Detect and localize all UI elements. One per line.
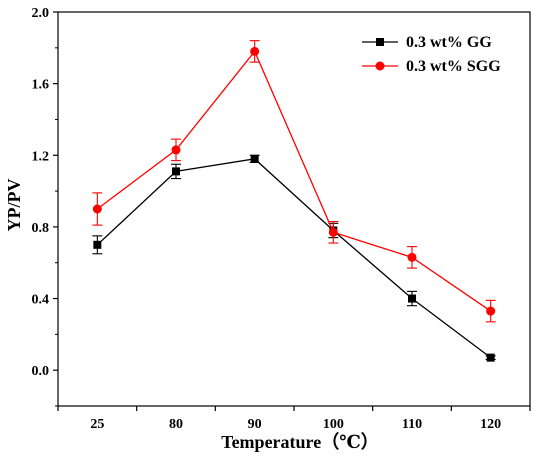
data-point <box>93 240 102 249</box>
data-point <box>171 145 181 155</box>
y-tick-label: 0.0 <box>32 364 50 379</box>
x-tick-label: 110 <box>402 417 422 432</box>
x-tick-label: 90 <box>248 417 262 432</box>
series-1 <box>92 154 496 362</box>
series-line <box>96 158 492 359</box>
legend: 0.3 wt% GG 0.3 wt% SGG <box>362 34 501 75</box>
series-2 <box>92 40 496 323</box>
y-tick-label: 2.0 <box>32 6 50 21</box>
data-point <box>92 204 102 214</box>
series-line <box>96 50 492 312</box>
data-point <box>486 353 495 362</box>
data-point <box>250 154 259 163</box>
data-point <box>486 306 496 316</box>
data-point <box>408 294 416 303</box>
data-point <box>172 167 180 176</box>
x-ticks-group: 25 80 90 100 110 120 <box>57 406 531 432</box>
x-tick-label: 120 <box>480 417 501 432</box>
y-tick-label: 0.4 <box>32 293 50 308</box>
legend-label: 0.3 wt% SGG <box>406 58 501 75</box>
data-point <box>250 46 260 56</box>
x-tick-label: 100 <box>323 417 344 432</box>
y-ticks-group: 0.0 0.4 0.8 1.2 1.6 2.0 <box>32 6 58 407</box>
data-point <box>328 227 338 237</box>
y-tick-label: 1.2 <box>32 149 50 164</box>
y-axis-title: YP/PV <box>4 179 24 232</box>
x-tick-label: 80 <box>169 417 183 432</box>
data-point <box>407 252 417 262</box>
y-tick-label: 1.6 <box>32 78 50 93</box>
series-layer <box>92 40 496 362</box>
legend-marker <box>375 61 385 71</box>
legend-label: 0.3 wt% GG <box>406 34 492 51</box>
legend-marker <box>376 38 384 46</box>
y-tick-label: 0.8 <box>32 221 50 236</box>
x-axis-title: Temperature（℃） <box>221 432 379 452</box>
x-tick-label: 25 <box>90 417 104 432</box>
